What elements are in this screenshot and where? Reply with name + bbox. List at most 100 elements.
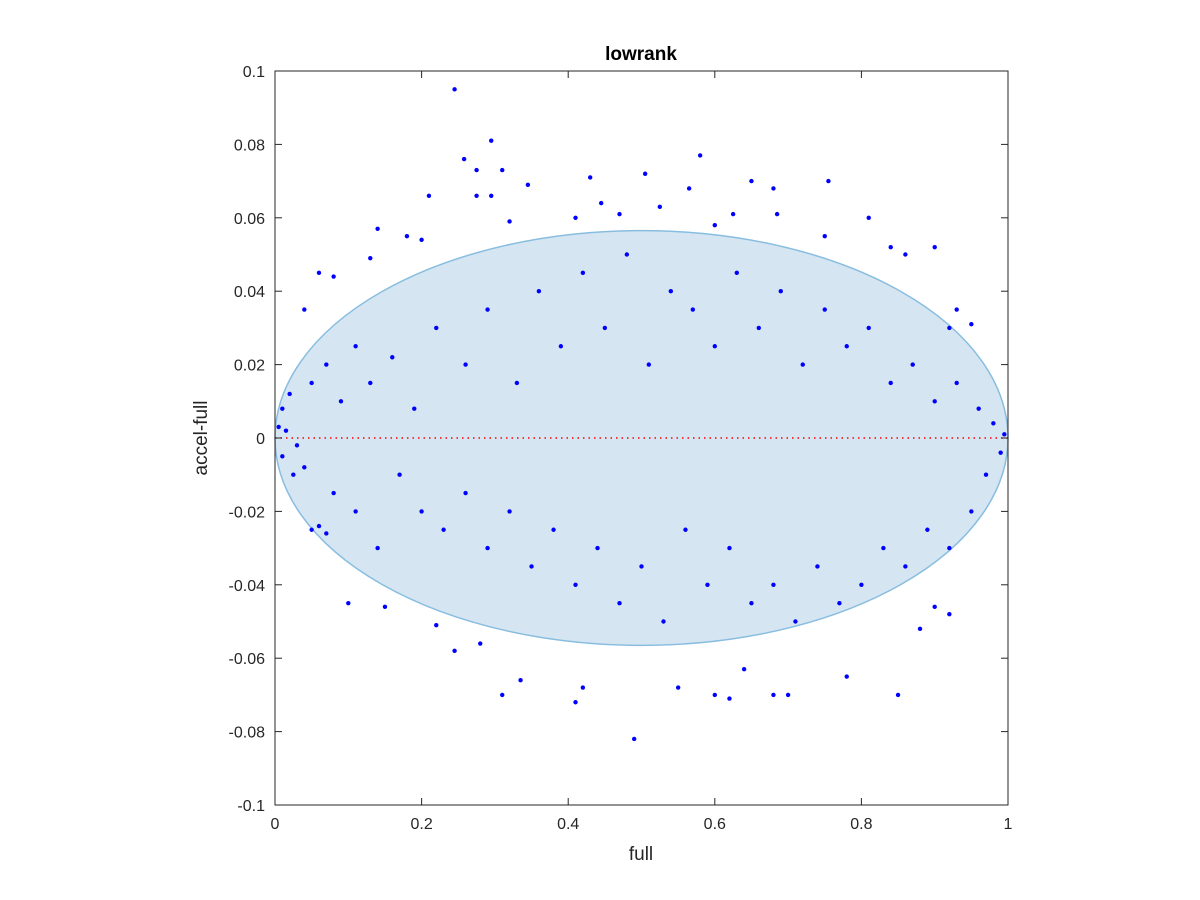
data-point [598,200,604,206]
data-point [734,270,739,276]
data-point [338,399,344,404]
data-point [500,167,505,173]
x-tick-label: 1 [1004,816,1013,833]
y-tick-label: -0.08 [229,725,266,742]
data-point [309,380,314,386]
data-point [302,465,307,470]
data-point [903,564,908,569]
data-point [375,545,380,551]
data-point [991,421,996,426]
data-point [771,582,776,587]
data-points-layer [276,87,1007,742]
data-point [771,186,776,191]
data-point [461,156,467,162]
data-point [954,307,959,312]
data-point [925,527,930,532]
data-point [580,270,586,276]
y-tick-label: 0.1 [243,64,265,81]
ticks-layer: 0 0.2 0.4 0.6 0.8 1 -0.1 -0.08 -0.06 -0.04 -0.02 0 0… [229,64,1013,833]
data-point [998,450,1003,455]
data-point [844,674,849,679]
data-point [642,171,648,176]
data-point [324,531,329,536]
data-point [932,399,937,404]
data-point [316,523,322,529]
data-point [675,685,681,690]
data-point [947,545,952,551]
data-point [756,325,761,331]
data-point [463,490,468,496]
data-point [404,233,410,239]
data-point [324,362,329,367]
data-point [434,325,439,331]
data-point [353,509,358,514]
data-point [463,362,468,367]
data-point [309,527,314,532]
y-tick-label: -0.02 [229,504,266,521]
data-point [580,685,586,690]
data-point [785,692,791,698]
data-point [815,564,820,569]
data-point [452,648,457,654]
data-point [683,527,688,532]
y-tick-label: 0.08 [234,137,265,154]
data-point [727,696,732,701]
data-point [353,344,358,349]
data-point [280,406,285,411]
data-point [617,211,622,217]
data-point [507,219,512,224]
data-point [947,611,952,617]
y-axis-label: accel-full [191,401,212,476]
data-point [686,186,692,191]
data-point [551,527,556,532]
data-point [434,622,439,628]
data-point [276,424,281,430]
data-point [316,270,322,276]
data-point [507,509,512,514]
y-tick-label: -0.06 [229,651,266,668]
chart-title: lowrank [605,44,677,65]
x-tick-label: 0.6 [704,816,726,833]
data-point [859,582,864,587]
data-point [529,564,534,569]
x-tick-label: 0.2 [410,816,432,833]
data-point [291,472,296,477]
data-point [489,138,494,143]
data-point [573,215,578,220]
data-point [881,545,886,551]
data-point [903,252,908,257]
data-point [969,322,974,327]
data-point [866,215,871,220]
data-point [441,527,446,532]
data-point [749,178,754,184]
data-point [624,252,630,257]
y-tick-label: 0.06 [234,211,265,228]
confidence-ellipse-layer [274,229,1009,647]
x-axis-label: full [629,844,653,865]
data-point [793,619,798,624]
data-point [774,211,780,217]
data-point [474,193,479,198]
data-point [932,604,937,610]
data-point [778,289,783,294]
data-point [741,667,747,672]
data-point [712,344,717,349]
data-point [983,472,989,477]
data-point [382,604,388,610]
data-point [287,391,292,397]
data-point [690,307,696,312]
data-point [419,237,424,243]
data-point [668,289,674,294]
data-point [712,692,717,698]
data-point [573,700,578,705]
x-tick-label: 0.8 [850,816,872,833]
x-tick-label: 0 [271,816,280,833]
data-point [368,380,373,386]
data-point [514,380,520,386]
data-point [976,406,981,411]
x-tick-label: 0.4 [557,816,579,833]
data-point [602,325,608,331]
data-point [888,380,893,386]
